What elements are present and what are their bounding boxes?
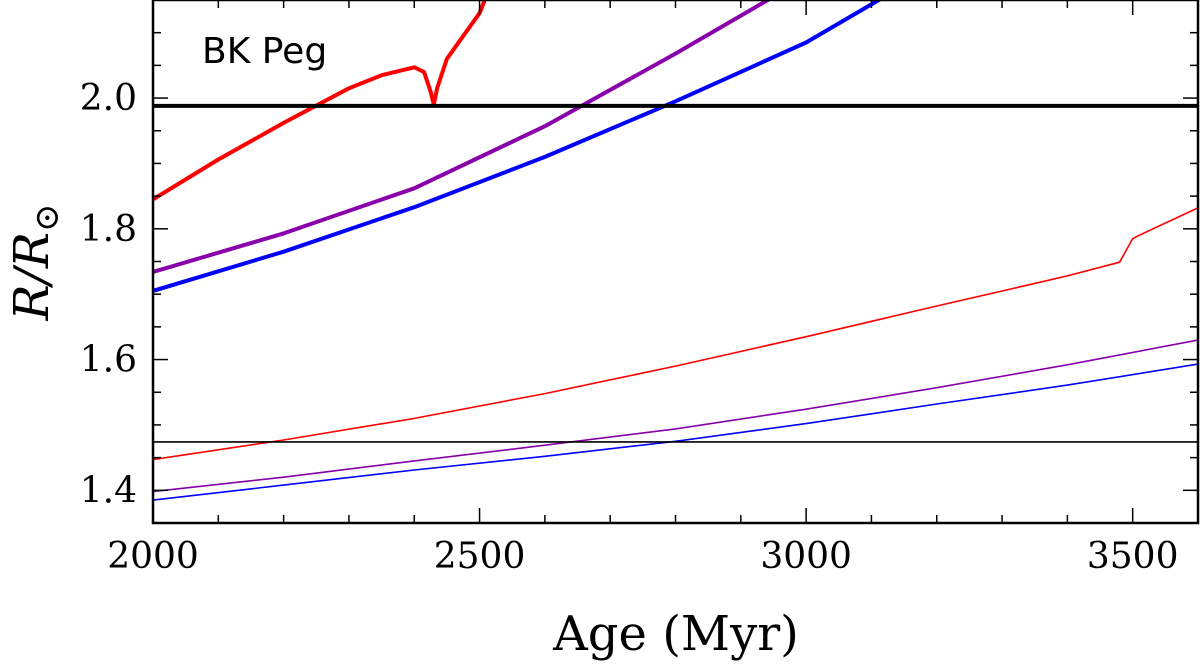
x-tick-label: 2000 bbox=[107, 536, 199, 577]
plot-frame bbox=[151, 0, 1200, 525]
series-secondary-model-red bbox=[153, 207, 1198, 461]
y-axis-title-main: R/R bbox=[4, 232, 60, 321]
y-tick-label: 2.0 bbox=[80, 78, 137, 119]
x-tick-label: 3000 bbox=[760, 536, 852, 577]
x-axis-title: Age (Myr) bbox=[552, 606, 799, 662]
y-tick-label: 1.8 bbox=[80, 209, 137, 250]
chart-annotation: BK Peg bbox=[202, 31, 327, 72]
reference-lines bbox=[153, 103, 1198, 443]
series-primary-model-red bbox=[153, 0, 487, 202]
axis-ticks: 2000 2500 3000 3500 1.4 1.6 1.8 2.0 bbox=[80, 0, 1199, 577]
y-axis-title: R/R⊙ bbox=[4, 204, 67, 322]
x-tick-label: 3500 bbox=[1087, 536, 1179, 577]
x-tick-label: 2500 bbox=[434, 536, 526, 577]
y-tick-label: 1.4 bbox=[80, 470, 137, 511]
y-tick-label: 1.6 bbox=[80, 340, 137, 381]
y-axis-title-sub: ⊙ bbox=[27, 204, 67, 233]
series-secondary-model-purple bbox=[153, 339, 1198, 493]
series-primary-model-purple bbox=[153, 0, 772, 274]
series-primary-model-blue bbox=[153, 0, 883, 293]
